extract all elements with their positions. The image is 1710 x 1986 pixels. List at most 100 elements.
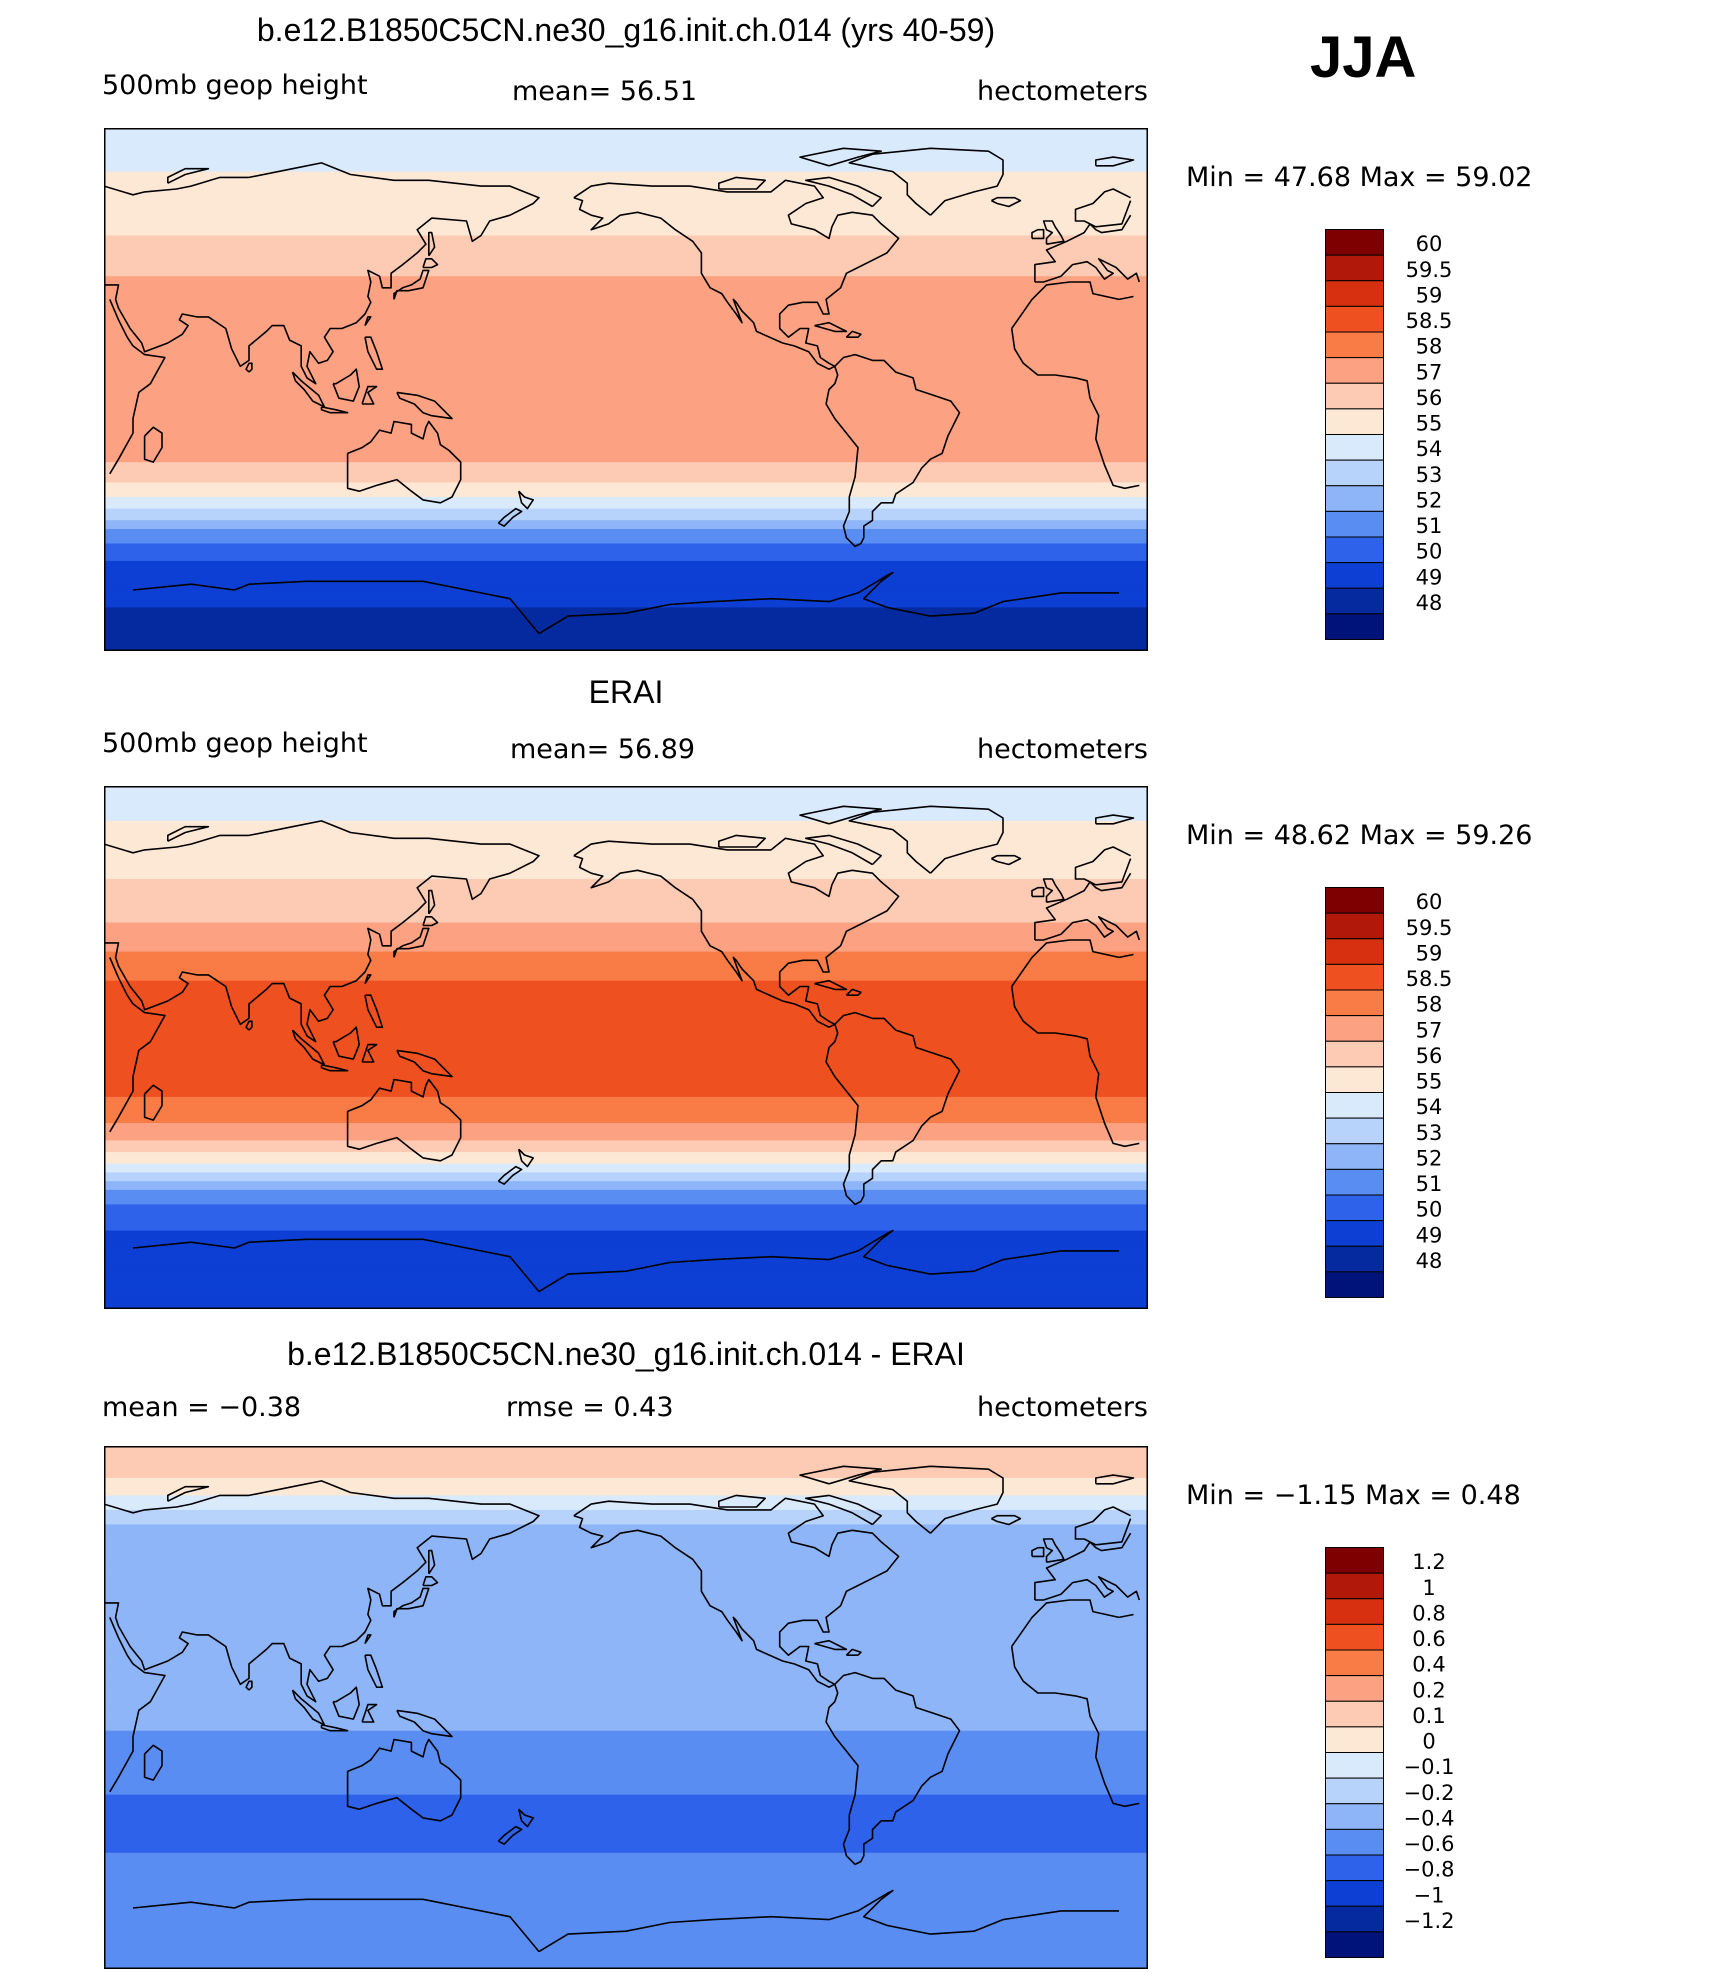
field-band [104, 893, 1148, 898]
field-band [104, 261, 1148, 266]
field-band [104, 1841, 1148, 1845]
field-band [104, 1492, 1148, 1496]
colorbar-swatch [1325, 1828, 1384, 1856]
field-band [104, 809, 1148, 813]
field-band [104, 1073, 1148, 1078]
field-band [104, 645, 1148, 649]
field-band [104, 1527, 1148, 1531]
field-band [104, 1739, 1148, 1743]
coastline [332, 368, 360, 402]
field-band [104, 1137, 1148, 1142]
field-band [104, 255, 1148, 260]
field-band [104, 520, 1148, 524]
colorbar-swatch [1325, 1803, 1384, 1830]
field-band [104, 1629, 1148, 1633]
field-band [104, 296, 1148, 301]
field-band [104, 264, 1148, 269]
coastline [517, 490, 534, 510]
field-band [104, 453, 1148, 457]
colorbar-tick-label: 49 [1416, 1223, 1443, 1247]
field-band [104, 313, 1148, 318]
field-band [104, 505, 1148, 510]
field-band [104, 595, 1148, 600]
field-band [104, 1759, 1148, 1764]
field-band [104, 1905, 1148, 1909]
field-band [104, 1951, 1148, 1956]
field-band [104, 534, 1148, 539]
field-band [104, 334, 1148, 338]
colorbar-swatch [1325, 1854, 1384, 1882]
field-band [104, 954, 1148, 959]
field-band [104, 569, 1148, 574]
field-band [104, 575, 1148, 579]
field-band [104, 177, 1148, 181]
field-band [104, 957, 1148, 961]
colorbar-swatch [1325, 587, 1384, 615]
field-band [104, 1867, 1148, 1871]
field-band [104, 142, 1148, 147]
colorbar-swatch [1325, 459, 1384, 487]
coastline [814, 1639, 848, 1651]
field-band [104, 1498, 1148, 1502]
field-band [104, 1753, 1148, 1758]
colorbar-swatch [1325, 1905, 1384, 1933]
coastline [1095, 156, 1135, 167]
field-band [104, 1469, 1148, 1473]
field-band [104, 1146, 1148, 1150]
coastline [320, 1724, 349, 1732]
coastline [1095, 1474, 1135, 1485]
colorbar-swatch [1325, 1547, 1384, 1574]
field-band [104, 1285, 1148, 1290]
field-band [104, 589, 1148, 594]
field-band [104, 497, 1148, 501]
field-band [104, 963, 1148, 967]
field-band [104, 1611, 1148, 1616]
coastline [320, 406, 349, 414]
colorbar-swatch [1325, 1777, 1384, 1805]
field-band [104, 558, 1148, 562]
field-band [104, 581, 1148, 585]
field-band [104, 1027, 1148, 1031]
field-band [104, 1070, 1148, 1075]
field-band [104, 913, 1148, 918]
field-band [104, 1762, 1148, 1767]
field-band [104, 1155, 1148, 1159]
panel-2-variable-label: 500mb geop height [102, 728, 368, 759]
field-band [104, 357, 1148, 362]
field-band [104, 604, 1148, 609]
coastline [428, 1549, 436, 1575]
field-band [104, 241, 1148, 245]
field-band [104, 203, 1148, 208]
field-band [104, 1512, 1148, 1517]
field-band [104, 305, 1148, 309]
field-band [104, 1268, 1148, 1272]
field-band [104, 145, 1148, 149]
field-band [104, 826, 1148, 831]
coastline [497, 1165, 523, 1185]
colorbar-tick-label: 52 [1416, 488, 1443, 512]
field-band [104, 491, 1148, 495]
field-band [104, 1288, 1148, 1293]
field-band [104, 1538, 1148, 1543]
coastline [364, 974, 372, 985]
map-frame [104, 128, 1148, 651]
field-band [104, 180, 1148, 184]
field-band [104, 820, 1148, 825]
field-band [104, 1541, 1148, 1546]
field-band [104, 1655, 1148, 1659]
field-band [104, 566, 1148, 571]
field-band [104, 511, 1148, 516]
field-band [104, 1925, 1148, 1929]
field-band [104, 1294, 1148, 1298]
field-bands [104, 128, 1148, 651]
field-band [104, 328, 1148, 332]
field-band [104, 1948, 1148, 1953]
colorbar-swatch [1325, 963, 1384, 991]
colorbar-swatch [1325, 485, 1384, 512]
field-band [104, 523, 1148, 527]
coastline [1031, 1546, 1045, 1558]
field-band [104, 983, 1148, 988]
colorbar-tick-label: 54 [1416, 437, 1443, 461]
field-band [104, 873, 1148, 877]
coastline [1031, 886, 1045, 898]
